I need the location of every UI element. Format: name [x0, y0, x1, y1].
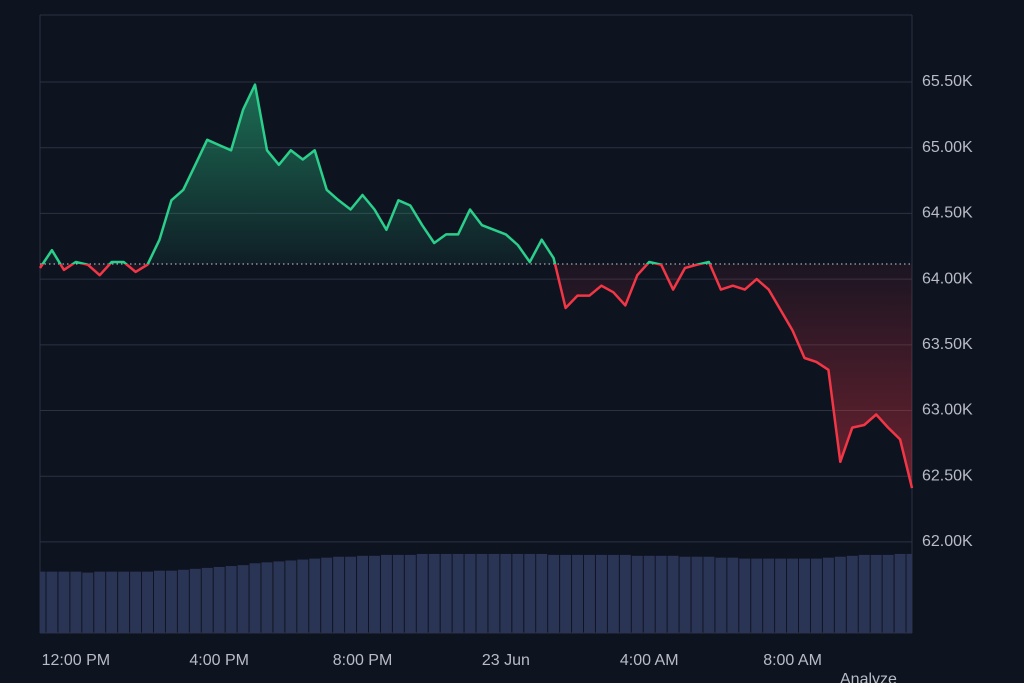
cut-text: Analyze — [840, 671, 897, 683]
volume-bar — [834, 556, 846, 633]
volume-bar — [595, 554, 607, 633]
volume-bar — [691, 556, 703, 633]
volume-bar — [416, 553, 428, 633]
volume-bar — [583, 554, 595, 633]
volume-bar — [106, 571, 118, 633]
volume-bar — [82, 572, 94, 633]
volume-bar — [153, 570, 165, 633]
volume-bar — [679, 556, 691, 633]
volume-bar — [237, 565, 249, 633]
y-tick-label: 63.50K — [922, 336, 973, 353]
volume-bar — [440, 553, 452, 633]
volume-bar — [142, 571, 154, 633]
volume-bar — [870, 554, 882, 633]
volume-bar — [94, 571, 106, 633]
x-tick-label: 8:00 PM — [333, 652, 393, 669]
volume-bar — [249, 563, 261, 633]
y-tick-label: 64.00K — [922, 270, 973, 287]
volume-bar — [189, 568, 201, 633]
volume-bar — [619, 554, 631, 633]
x-tick-label: 23 Jun — [482, 652, 530, 669]
volume-bar — [643, 555, 655, 633]
plot — [38, 83, 914, 489]
volume-bar — [655, 555, 667, 633]
volume-bar — [715, 557, 727, 633]
volume-bar — [464, 553, 476, 633]
volume-bar — [118, 571, 130, 633]
volume-bar — [368, 555, 380, 633]
volume-bar — [512, 553, 524, 633]
price-line — [38, 83, 914, 489]
volume-bar — [488, 553, 500, 633]
volume-bar — [452, 553, 464, 633]
y-tick-label: 63.00K — [922, 402, 973, 419]
volume-bar — [225, 566, 237, 633]
volume-bar — [631, 555, 643, 633]
volume-bar — [739, 558, 751, 633]
price-area — [40, 84, 912, 489]
volume-bar — [213, 566, 225, 633]
volume-bar — [333, 556, 345, 633]
x-tick-label: 12:00 PM — [42, 652, 110, 669]
volume-bar — [58, 571, 70, 633]
volume-bar — [476, 553, 488, 633]
volume-bar — [727, 557, 739, 633]
volume-bar — [607, 554, 619, 633]
volume-bar — [572, 554, 584, 633]
volume-bar — [309, 558, 321, 633]
volume-bar — [285, 560, 297, 633]
volume-bar — [130, 571, 142, 633]
cut-text: 167 — [42, 681, 69, 683]
volume-bar — [345, 556, 357, 633]
volume-bar — [392, 554, 404, 633]
volume-bar — [846, 555, 858, 633]
x-tick-label: 4:00 PM — [189, 652, 249, 669]
volume-bar — [882, 554, 894, 633]
volume-bar — [536, 553, 548, 633]
x-tick-label: 8:00 AM — [763, 652, 822, 669]
volume — [40, 553, 912, 633]
volume-bar — [858, 554, 870, 633]
y-tick-label: 62.00K — [922, 533, 973, 550]
volume-bar — [548, 554, 560, 633]
y-tick-label: 62.50K — [922, 467, 973, 484]
volume-bar — [357, 555, 369, 633]
grid — [39, 14, 913, 634]
volume-bar — [297, 559, 309, 633]
volume-bar — [321, 557, 333, 633]
volume-bar — [667, 555, 679, 633]
volume-bar — [201, 567, 213, 633]
volume-bar — [894, 553, 906, 633]
volume-bar — [787, 558, 799, 633]
volume-bar — [798, 558, 810, 633]
volume-bar — [165, 570, 177, 633]
x-tick-label: 4:00 AM — [620, 652, 679, 669]
volume-bar — [763, 558, 775, 633]
volume-bar — [775, 558, 787, 633]
y-tick-label: 65.00K — [922, 139, 973, 156]
volume-bar — [273, 561, 285, 633]
volume-bar — [500, 553, 512, 633]
volume-bar — [40, 571, 46, 633]
volume-bar — [70, 571, 82, 633]
volume-bar — [703, 556, 715, 633]
y-tick-label: 64.50K — [922, 205, 973, 222]
volume-bar — [524, 553, 536, 633]
volume-bar — [751, 558, 763, 633]
volume-bar — [906, 553, 912, 633]
volume-bar — [380, 554, 392, 633]
volume-bar — [810, 558, 822, 633]
volume-bar — [261, 562, 273, 633]
volume-bar — [404, 554, 416, 633]
y-tick-label: 65.50K — [922, 73, 973, 90]
volume-bar — [822, 557, 834, 633]
volume-bar — [177, 569, 189, 633]
volume-bar — [560, 554, 572, 633]
volume-bar — [428, 553, 440, 633]
volume-bar — [46, 571, 58, 633]
